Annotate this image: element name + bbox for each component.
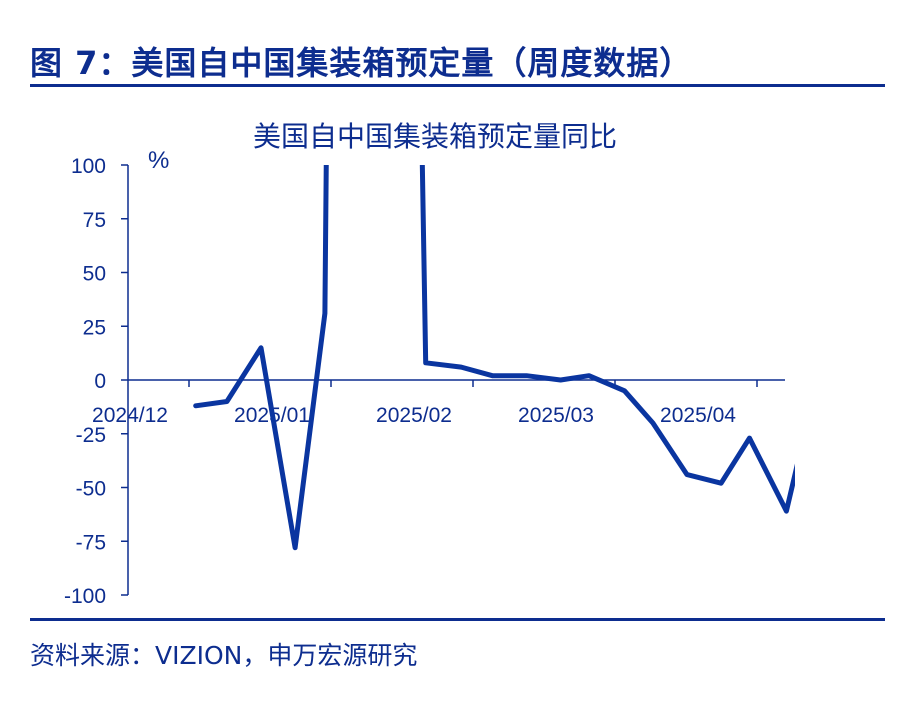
figure-title: 图 7：美国自中国集装箱预定量（周度数据）: [30, 44, 693, 82]
bottom-rule: [30, 618, 885, 621]
y-tick-label: -100: [64, 585, 106, 608]
line-chart: 美国自中国集装箱预定量同比 % 1007550250-25-50-75-100 …: [64, 120, 795, 608]
top-rule: [30, 84, 885, 87]
y-axis-unit: %: [148, 147, 169, 174]
chart-title: 美国自中国集装箱预定量同比: [253, 120, 617, 153]
y-axis: 100 75 50 25 0 -25 -50 -75 -100: [64, 155, 129, 608]
y-tick-label: -75: [76, 531, 106, 554]
y-tick-label: -50: [76, 478, 106, 501]
source-note: 资料来源：VIZION，申万宏源研究: [30, 641, 418, 670]
x-tick-label: 2025/02: [376, 404, 452, 427]
x-tick-label: 2025/04: [660, 404, 736, 427]
y-tick-label: -25: [76, 424, 106, 447]
series-line-0: [193, 165, 795, 551]
x-tick-label: 2025/03: [518, 404, 594, 427]
y-tick-label: 0: [94, 370, 106, 393]
series-layer: [193, 165, 795, 551]
y-tick-label: 50: [83, 263, 106, 286]
x-tick-label: 2024/12: [92, 404, 168, 427]
y-tick-label: 25: [83, 316, 106, 339]
y-tick-label: 100: [71, 155, 106, 178]
y-tick-label: 75: [83, 209, 106, 232]
x-axis: 2024/12 2025/01 2025/02 2025/03 2025/04: [92, 379, 785, 427]
